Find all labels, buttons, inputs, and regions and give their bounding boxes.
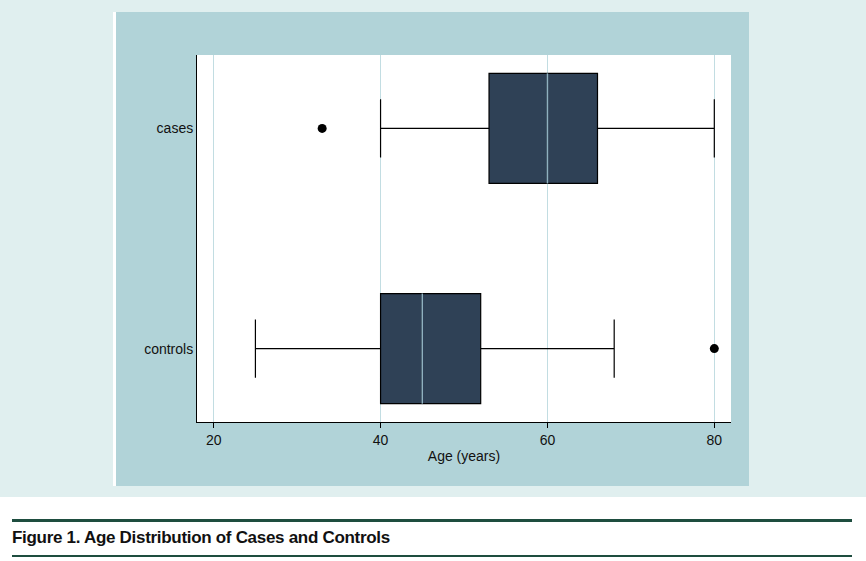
svg-text:20: 20 <box>206 432 222 448</box>
svg-text:80: 80 <box>707 432 723 448</box>
svg-text:controls: controls <box>144 341 193 357</box>
svg-text:cases: cases <box>157 120 194 136</box>
svg-text:40: 40 <box>373 432 389 448</box>
svg-text:60: 60 <box>540 432 556 448</box>
svg-text:Age (years): Age (years) <box>428 448 500 464</box>
html-text:Figure 1. Age Distribution of: Figure 1. Age Distribution of Cases and … <box>12 528 390 547</box>
